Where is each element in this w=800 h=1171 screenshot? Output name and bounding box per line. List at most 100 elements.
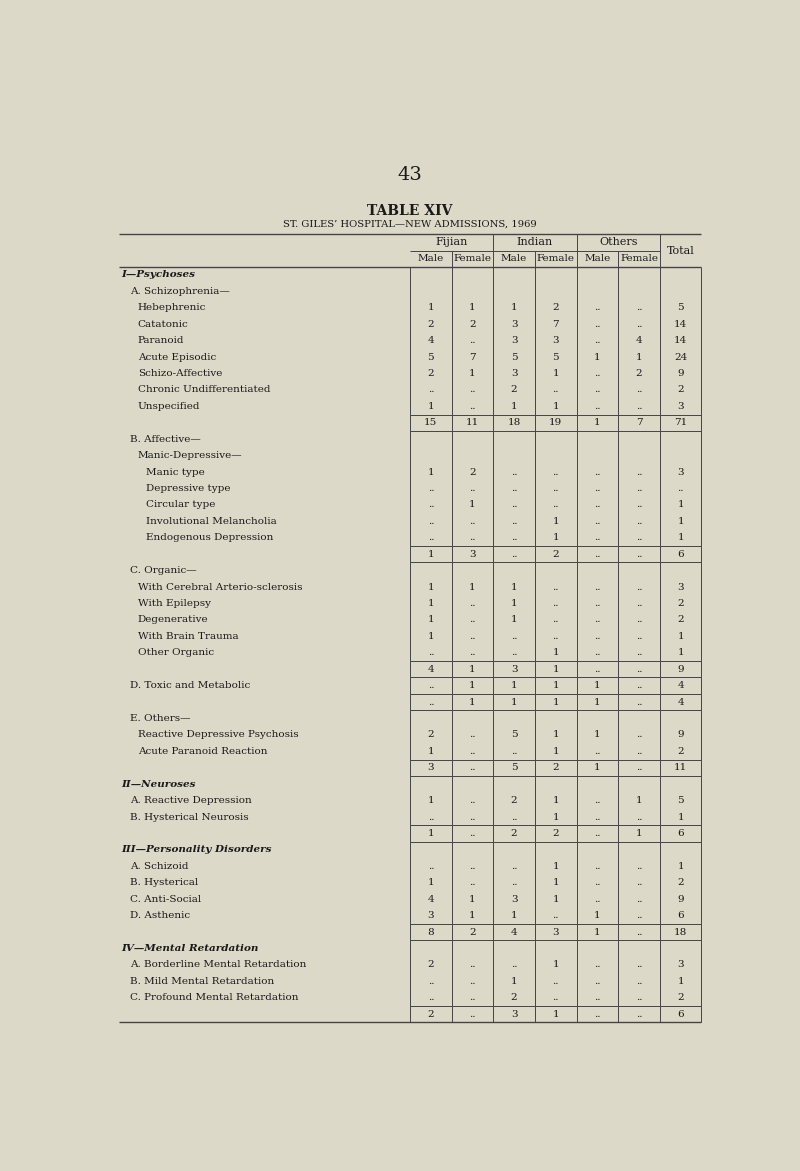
Text: 1: 1 (427, 467, 434, 477)
Text: 8: 8 (427, 927, 434, 937)
Text: 1: 1 (594, 763, 601, 772)
Text: 1: 1 (427, 582, 434, 591)
Text: 5: 5 (678, 303, 684, 313)
Text: Involutional Melancholia: Involutional Melancholia (146, 516, 278, 526)
Text: ..: .. (470, 533, 476, 542)
Text: ..: .. (427, 533, 434, 542)
Text: 1: 1 (553, 895, 559, 904)
Text: ..: .. (470, 516, 476, 526)
Text: ..: .. (470, 747, 476, 755)
Text: ..: .. (636, 1009, 642, 1019)
Text: ..: .. (470, 993, 476, 1002)
Text: ..: .. (427, 385, 434, 395)
Text: ..: .. (511, 484, 518, 493)
Text: ..: .. (594, 632, 601, 641)
Text: ..: .. (511, 467, 518, 477)
Text: ..: .. (470, 616, 476, 624)
Text: 1: 1 (553, 862, 559, 871)
Text: 1: 1 (553, 369, 559, 378)
Text: 7: 7 (553, 320, 559, 329)
Text: A. Borderline Mental Retardation: A. Borderline Mental Retardation (130, 960, 306, 970)
Text: ..: .. (470, 336, 476, 345)
Text: 3: 3 (678, 467, 684, 477)
Text: ..: .. (594, 385, 601, 395)
Text: III—Personality Disorders: III—Personality Disorders (122, 845, 272, 855)
Text: 5: 5 (678, 796, 684, 806)
Text: 1: 1 (594, 911, 601, 920)
Text: A. Schizoid: A. Schizoid (130, 862, 188, 871)
Text: ..: .. (636, 747, 642, 755)
Text: ..: .. (594, 878, 601, 888)
Text: Manic type: Manic type (146, 467, 206, 477)
Text: ..: .. (470, 649, 476, 657)
Text: ..: .. (553, 977, 559, 986)
Text: ..: .. (636, 649, 642, 657)
Text: ..: .. (636, 731, 642, 739)
Text: 2: 2 (510, 385, 518, 395)
Text: ..: .. (594, 402, 601, 411)
Text: ..: .. (636, 516, 642, 526)
Text: 1: 1 (510, 402, 518, 411)
Text: Endogenous Depression: Endogenous Depression (146, 533, 274, 542)
Text: ..: .. (553, 484, 559, 493)
Text: 2: 2 (636, 369, 642, 378)
Text: B. Hysterical Neurosis: B. Hysterical Neurosis (130, 813, 248, 822)
Text: E. Others—: E. Others— (130, 714, 190, 723)
Text: Acute Paranoid Reaction: Acute Paranoid Reaction (138, 747, 267, 755)
Text: 1: 1 (553, 878, 559, 888)
Text: ..: .. (594, 500, 601, 509)
Text: ..: .. (553, 911, 559, 920)
Text: ..: .. (427, 813, 434, 822)
Text: 1: 1 (594, 352, 601, 362)
Text: 1: 1 (469, 665, 476, 673)
Text: ..: .. (511, 500, 518, 509)
Text: Male: Male (501, 254, 527, 263)
Text: Total: Total (666, 246, 694, 255)
Text: ST. GILES’ HOSPITAL—NEW ADMISSIONS, 1969: ST. GILES’ HOSPITAL—NEW ADMISSIONS, 1969 (283, 220, 537, 228)
Text: ..: .. (553, 632, 559, 641)
Text: IV—Mental Retardation: IV—Mental Retardation (122, 944, 259, 953)
Text: ..: .. (594, 516, 601, 526)
Text: 5: 5 (553, 352, 559, 362)
Text: 1: 1 (553, 796, 559, 806)
Text: 1: 1 (553, 402, 559, 411)
Text: 1: 1 (469, 682, 476, 690)
Text: 1: 1 (469, 369, 476, 378)
Text: ..: .. (636, 549, 642, 559)
Text: 1: 1 (469, 911, 476, 920)
Text: 1: 1 (636, 829, 642, 838)
Text: 1: 1 (594, 731, 601, 739)
Text: 5: 5 (427, 352, 434, 362)
Text: 1: 1 (469, 698, 476, 706)
Text: 1: 1 (469, 895, 476, 904)
Text: 3: 3 (510, 336, 518, 345)
Text: 1: 1 (427, 747, 434, 755)
Text: ..: .. (636, 911, 642, 920)
Text: Schizo-Affective: Schizo-Affective (138, 369, 222, 378)
Text: Depressive type: Depressive type (146, 484, 231, 493)
Text: ..: .. (636, 616, 642, 624)
Text: 1: 1 (594, 418, 601, 427)
Text: ..: .. (594, 484, 601, 493)
Text: ..: .. (470, 977, 476, 986)
Text: ..: .. (594, 960, 601, 970)
Text: 1: 1 (678, 516, 684, 526)
Text: 2: 2 (678, 878, 684, 888)
Text: 1: 1 (427, 796, 434, 806)
Text: 1: 1 (510, 582, 518, 591)
Text: 6: 6 (678, 1009, 684, 1019)
Text: 7: 7 (636, 418, 642, 427)
Text: 1: 1 (553, 1009, 559, 1019)
Text: ..: .. (636, 960, 642, 970)
Text: 1: 1 (553, 682, 559, 690)
Text: 3: 3 (510, 369, 518, 378)
Text: 1: 1 (427, 632, 434, 641)
Text: 2: 2 (510, 993, 518, 1002)
Text: ..: .. (594, 549, 601, 559)
Text: 2: 2 (553, 763, 559, 772)
Text: ..: .. (470, 385, 476, 395)
Text: ..: .. (636, 698, 642, 706)
Text: B. Affective—: B. Affective— (130, 434, 201, 444)
Text: 6: 6 (678, 829, 684, 838)
Text: ..: .. (470, 402, 476, 411)
